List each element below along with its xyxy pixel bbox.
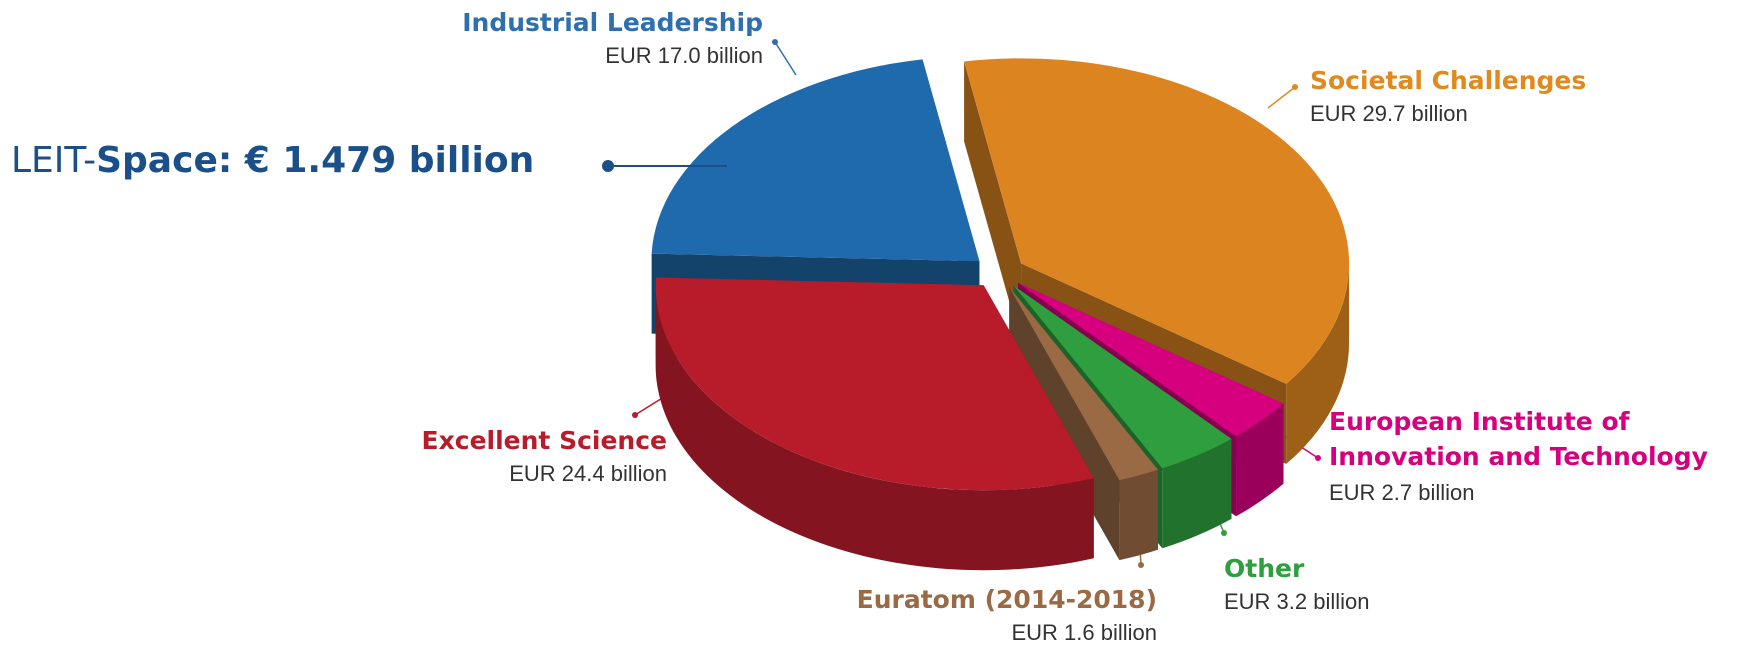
slice — [964, 58, 1350, 384]
slice-side — [655, 285, 1094, 571]
pie — [651, 58, 1350, 571]
annotation-prefix: LEIT- — [11, 140, 97, 181]
slice-wall — [964, 61, 1022, 344]
slice-side — [1286, 263, 1350, 464]
value-label: EUR 24.4 billion — [509, 461, 667, 486]
value-label: EUR 2.7 billion — [1329, 480, 1475, 505]
slice-label: Euratom (2014-2018) EUR 1.6 billion — [857, 585, 1157, 646]
slice-side — [1119, 469, 1158, 561]
slice-label: European Institute of Innovation and Tec… — [1329, 404, 1729, 506]
value-label: EUR 29.7 billion — [1310, 101, 1468, 126]
slice-label: Excellent Science EUR 24.4 billion — [422, 426, 667, 487]
slice-label: Societal Challenges EUR 29.7 billion — [1310, 66, 1586, 127]
value-label: EUR 1.6 billion — [1011, 620, 1157, 645]
category-label: Societal Challenges — [1310, 66, 1587, 95]
slice — [655, 277, 1094, 491]
slice-side — [1236, 403, 1284, 517]
annotation-dot — [602, 160, 614, 172]
annotation-text: Space: € 1.479 billion — [96, 140, 535, 181]
annotation: LEIT-Space: € 1.479 billion — [11, 140, 534, 181]
slice-label: Other EUR 3.2 billion — [1224, 554, 1370, 615]
category-label: Other — [1224, 554, 1305, 583]
slice — [1009, 287, 1158, 481]
slice — [1018, 283, 1284, 437]
value-label: EUR 3.2 billion — [1224, 589, 1370, 614]
category-label: Excellent Science — [421, 426, 667, 455]
slice-sides — [655, 263, 1350, 571]
slice — [1013, 285, 1232, 469]
value-label: EUR 17.0 billion — [605, 43, 763, 68]
category-label: Industrial Leadership — [462, 8, 763, 37]
category-label: Euratom (2014-2018) — [856, 585, 1157, 614]
category-label: European Institute of Innovation and Tec… — [1329, 407, 1708, 471]
slice-label: Industrial Leadership EUR 17.0 billion — [462, 8, 763, 69]
slice — [651, 59, 980, 262]
slice-side — [1162, 438, 1232, 549]
slice-tops — [651, 58, 1350, 491]
